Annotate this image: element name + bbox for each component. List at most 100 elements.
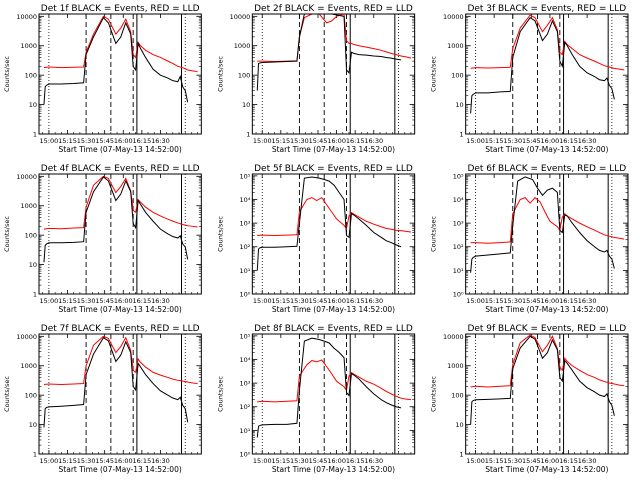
x-tick-label: 15:30	[290, 457, 309, 465]
panel-title: Det 4f BLACK = Events, RED = LLD	[41, 164, 200, 174]
x-tick-label: 15:00	[466, 297, 485, 305]
y-tick-label: 10²	[239, 403, 250, 411]
y-tick-label: 100	[451, 72, 463, 80]
y-tick-label: 10⁴	[453, 196, 464, 204]
y-tick-label: 10³	[239, 380, 250, 388]
x-axis-label: Start Time (07-May-13 14:52:00)	[485, 145, 608, 154]
x-tick-label: 15:45	[522, 457, 541, 465]
y-tick-label: 100	[451, 392, 463, 400]
plot-frame	[465, 173, 629, 295]
x-tick-label: 16:15	[346, 137, 365, 145]
y-tick-label: 10⁴	[239, 356, 250, 364]
y-tick-label: 100	[25, 392, 37, 400]
panel-title: Det 3f BLACK = Events, RED = LLD	[467, 4, 626, 14]
x-tick-label: 15:45	[522, 137, 541, 145]
y-axis-label: Counts/sec	[430, 376, 438, 412]
y-tick-label: 10	[242, 101, 250, 109]
x-tick-label: 15:15	[485, 297, 504, 305]
x-tick-label: 15:00	[466, 137, 485, 145]
plot-frame	[38, 173, 202, 295]
y-tick-label: 10000	[16, 333, 37, 341]
y-tick-label: 1	[33, 291, 37, 299]
x-tick-label: 15:15	[58, 137, 77, 145]
plot-frame	[465, 333, 629, 455]
events-series-line	[256, 176, 402, 271]
y-tick-label: 10000	[443, 13, 464, 21]
x-tick-label: 15:45	[309, 297, 328, 305]
y-tick-label: 1000	[447, 362, 464, 370]
x-tick-label: 15:30	[77, 137, 96, 145]
y-tick-label: 100	[25, 232, 37, 240]
panel-9: Det 9f BLACK = Events, RED = LLD 1 10 100 10…	[430, 324, 629, 474]
panel-title: Det 6f BLACK = Events, RED = LLD	[467, 164, 626, 174]
x-axis-label: Start Time (07-May-13 14:52:00)	[272, 305, 395, 314]
y-tick-label: 10	[29, 101, 37, 109]
events-series-line	[43, 16, 189, 105]
x-tick-label: 15:30	[503, 457, 522, 465]
y-tick-label: 100	[25, 72, 37, 80]
x-tick-label: 16:00	[327, 457, 346, 465]
panel-title: Det 9f BLACK = Events, RED = LLD	[467, 324, 626, 334]
plot-frame	[251, 13, 416, 135]
plot-frame	[251, 333, 416, 455]
y-tick-label: 10¹	[453, 267, 464, 275]
lld-series-line	[43, 15, 198, 73]
y-tick-label: 10⁵	[239, 332, 250, 340]
x-tick-label: 16:15	[559, 137, 578, 145]
panel-8: Det 8f BLACK = Events, RED = LLD 10⁰ 10¹ 10…	[216, 324, 416, 474]
x-tick-label: 16:00	[541, 457, 560, 465]
x-tick-label: 15:30	[503, 137, 522, 145]
y-tick-label: 1	[33, 451, 37, 459]
y-tick-label: 1	[460, 451, 464, 459]
x-tick-label: 15:15	[58, 457, 77, 465]
y-tick-label: 10⁵	[239, 172, 250, 180]
y-tick-label: 10000	[443, 333, 464, 341]
x-tick-label: 16:30	[364, 137, 383, 145]
lld-series-line	[43, 335, 198, 386]
x-tick-label: 16:00	[327, 137, 346, 145]
x-tick-label: 15:00	[253, 297, 272, 305]
y-tick-label: 10⁰	[239, 451, 250, 459]
x-axis-label: Start Time (07-May-13 14:52:00)	[59, 305, 182, 314]
panel-5: Det 5f BLACK = Events, RED = LLD 10⁰ 10¹ 10…	[216, 164, 416, 314]
x-tick-label: 15:15	[271, 297, 290, 305]
events-series-line	[470, 16, 615, 114]
y-tick-label: 10⁰	[239, 291, 250, 299]
y-tick-label: 1	[460, 131, 464, 139]
y-tick-label: 10	[29, 261, 37, 269]
x-tick-label: 15:00	[40, 137, 59, 145]
x-tick-label: 15:15	[271, 457, 290, 465]
lld-series-line	[43, 175, 198, 230]
panel-title: Det 2f BLACK = Events, RED = LLD	[254, 4, 413, 14]
x-tick-label: 15:30	[77, 297, 96, 305]
x-tick-label: 15:30	[290, 297, 309, 305]
y-axis-label: Counts/sec	[430, 56, 438, 92]
y-axis-label: Counts/sec	[3, 56, 11, 92]
panel-title: Det 1f BLACK = Events, RED = LLD	[41, 4, 200, 14]
x-axis-label: Start Time (07-May-13 14:52:00)	[485, 305, 608, 314]
x-tick-label: 15:00	[253, 457, 272, 465]
x-tick-label: 15:15	[485, 457, 504, 465]
panel-7: Det 7f BLACK = Events, RED = LLD 1 10 100 10…	[3, 324, 202, 474]
lld-series-line	[257, 196, 412, 236]
x-tick-label: 16:15	[346, 297, 365, 305]
events-series-line	[256, 337, 402, 438]
x-axis-label: Start Time (07-May-13 14:52:00)	[272, 465, 395, 474]
y-tick-label: 10000	[16, 173, 37, 181]
x-axis-label: Start Time (07-May-13 14:52:00)	[59, 465, 182, 474]
lld-series-line	[470, 334, 625, 388]
y-tick-label: 10¹	[239, 267, 250, 275]
plot-frame	[251, 173, 416, 295]
events-series-line	[470, 176, 615, 273]
y-tick-label: 10⁴	[239, 196, 250, 204]
events-series-line	[43, 176, 189, 263]
y-tick-label: 10	[455, 421, 463, 429]
x-tick-label: 15:15	[58, 297, 77, 305]
y-tick-label: 10³	[453, 220, 464, 228]
y-axis-label: Counts/sec	[216, 376, 224, 412]
x-tick-label: 15:15	[485, 137, 504, 145]
y-tick-label: 10000	[230, 13, 251, 21]
x-tick-label: 16:30	[364, 297, 383, 305]
x-tick-label: 16:30	[151, 137, 170, 145]
x-tick-label: 15:30	[503, 297, 522, 305]
